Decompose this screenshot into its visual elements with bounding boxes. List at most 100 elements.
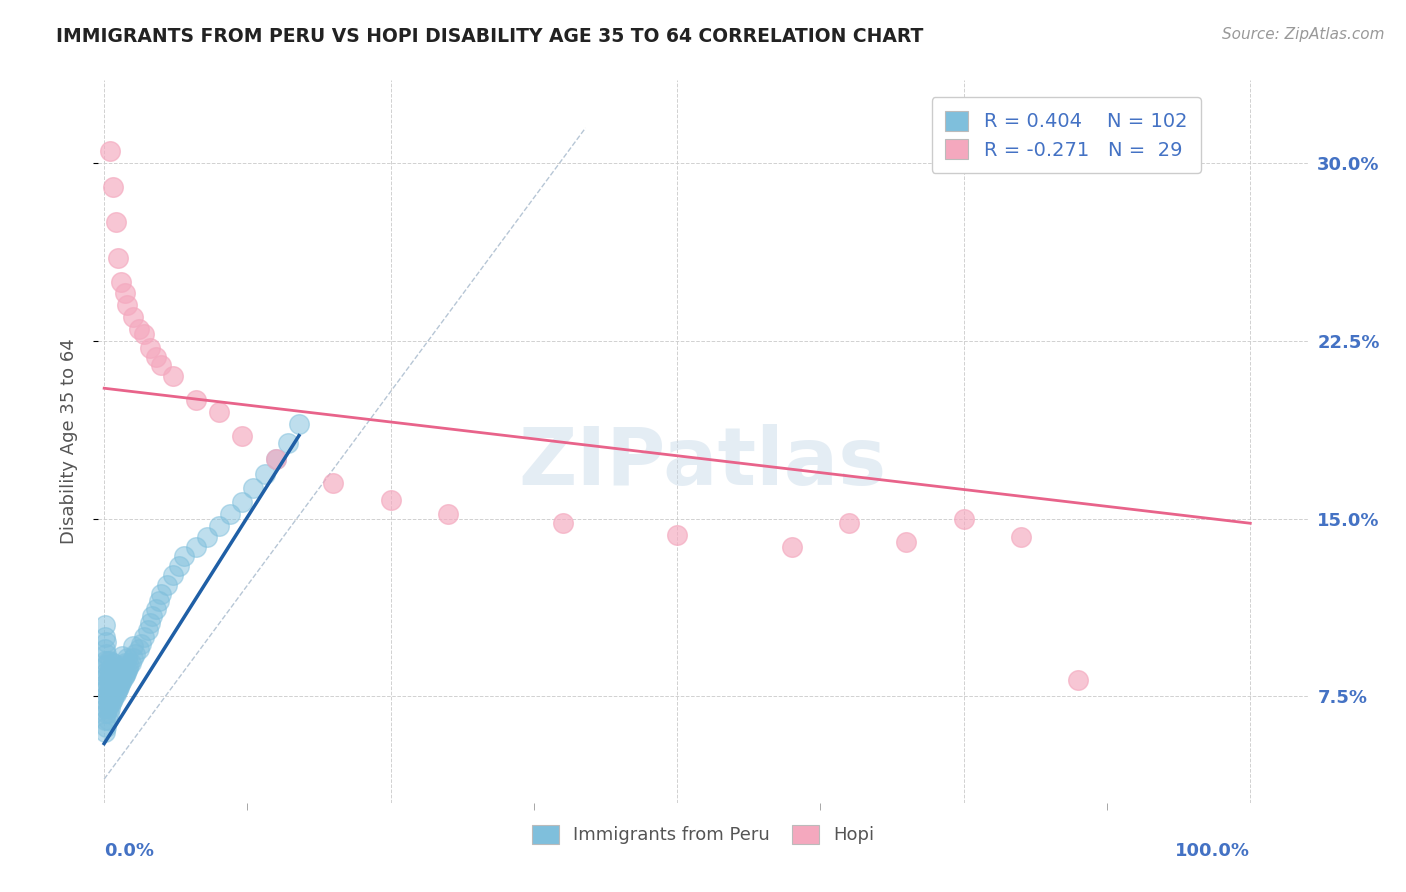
Point xyxy=(121,640,143,654)
Point xyxy=(208,518,231,533)
Point xyxy=(98,689,121,703)
Point xyxy=(139,615,162,630)
Point xyxy=(108,668,131,682)
Point xyxy=(97,694,120,708)
Point xyxy=(103,689,125,703)
Point xyxy=(115,298,138,312)
Point xyxy=(128,641,150,656)
Point xyxy=(94,724,117,739)
Point xyxy=(231,495,253,509)
Point xyxy=(111,661,134,675)
Point xyxy=(167,558,190,573)
Point xyxy=(219,507,242,521)
Point xyxy=(838,516,860,531)
Point xyxy=(103,656,125,670)
Point xyxy=(104,675,127,690)
Point xyxy=(121,651,143,665)
Text: Source: ZipAtlas.com: Source: ZipAtlas.com xyxy=(1222,27,1385,42)
Point xyxy=(264,452,287,467)
Point xyxy=(103,665,125,680)
Point xyxy=(98,701,121,715)
Point xyxy=(104,687,127,701)
Point xyxy=(105,684,128,698)
Point xyxy=(94,630,117,644)
Point xyxy=(96,682,118,697)
Point xyxy=(128,322,150,336)
Point xyxy=(145,351,167,365)
Point xyxy=(107,670,129,684)
Point xyxy=(105,673,128,687)
Point xyxy=(134,630,156,644)
Point xyxy=(107,682,129,697)
Point xyxy=(96,694,118,708)
Point xyxy=(103,677,125,691)
Point xyxy=(115,665,138,680)
Point xyxy=(96,720,118,734)
Point xyxy=(134,326,156,341)
Point xyxy=(94,713,117,727)
Point xyxy=(145,601,167,615)
Point xyxy=(114,656,136,670)
Y-axis label: Disability Age 35 to 64: Disability Age 35 to 64 xyxy=(59,339,77,544)
Point xyxy=(97,689,120,703)
Point xyxy=(104,663,127,677)
Point xyxy=(156,578,179,592)
Point xyxy=(98,654,121,668)
Point xyxy=(112,670,135,684)
Point xyxy=(97,677,120,691)
Point xyxy=(112,658,135,673)
Point xyxy=(288,417,311,431)
Point xyxy=(253,467,276,481)
Point xyxy=(108,665,131,680)
Point xyxy=(110,275,132,289)
Point xyxy=(98,677,121,691)
Point xyxy=(129,637,152,651)
Point xyxy=(98,145,121,159)
Point xyxy=(103,668,125,682)
Point xyxy=(120,656,142,670)
Point xyxy=(103,180,125,194)
Point xyxy=(98,665,121,680)
Point xyxy=(96,647,118,661)
Point xyxy=(111,673,134,687)
Point xyxy=(118,658,141,673)
Point xyxy=(115,663,138,677)
Text: IMMIGRANTS FROM PERU VS HOPI DISABILITY AGE 35 TO 64 CORRELATION CHART: IMMIGRANTS FROM PERU VS HOPI DISABILITY … xyxy=(56,27,924,45)
Point xyxy=(97,682,120,697)
Point xyxy=(277,435,299,450)
Point xyxy=(952,511,974,525)
Point xyxy=(96,670,118,684)
Point xyxy=(94,701,117,715)
Point xyxy=(148,594,170,608)
Point xyxy=(94,677,117,691)
Point xyxy=(100,661,122,675)
Point xyxy=(114,668,136,682)
Point xyxy=(195,531,218,545)
Point xyxy=(1010,531,1032,545)
Point xyxy=(94,618,117,632)
Point xyxy=(103,691,125,706)
Point xyxy=(104,215,127,229)
Point xyxy=(97,713,120,727)
Point xyxy=(97,654,120,668)
Point xyxy=(264,452,287,467)
Point xyxy=(162,568,184,582)
Point xyxy=(117,661,139,675)
Point xyxy=(101,694,124,708)
Point xyxy=(231,428,253,442)
Point xyxy=(103,680,125,694)
Point xyxy=(150,358,173,372)
Point xyxy=(162,369,184,384)
Point xyxy=(108,680,131,694)
Text: 100.0%: 100.0% xyxy=(1175,842,1250,860)
Point xyxy=(173,549,195,564)
Point xyxy=(96,658,118,673)
Point xyxy=(666,528,689,542)
Point xyxy=(114,286,136,301)
Point xyxy=(380,492,402,507)
Point xyxy=(121,310,143,325)
Text: ZIPatlas: ZIPatlas xyxy=(519,425,887,502)
Point xyxy=(107,251,129,265)
Point xyxy=(97,670,120,684)
Point xyxy=(94,641,117,656)
